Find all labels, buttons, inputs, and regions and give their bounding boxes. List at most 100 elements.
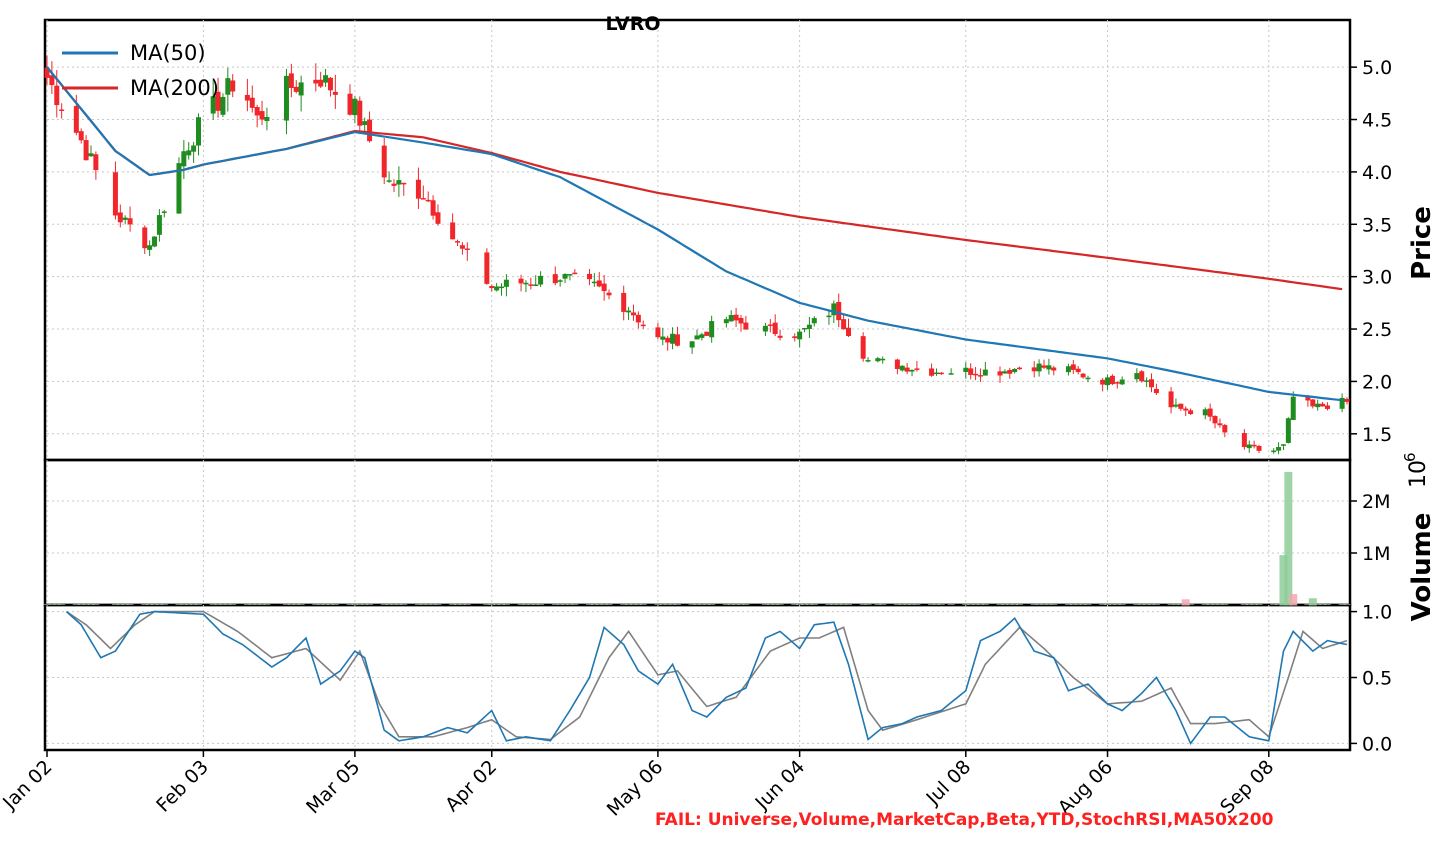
moving-average-lines (46, 66, 1343, 402)
candle-body (44, 67, 50, 78)
volume-panel-frame (43, 458, 1352, 607)
volume-bar (1138, 603, 1146, 605)
volume-bar (874, 603, 882, 605)
candle-body (230, 80, 236, 92)
volume-bar (556, 603, 564, 605)
candle-body (1324, 405, 1330, 409)
candle-body (181, 151, 187, 167)
candle-body (293, 86, 299, 92)
volume-bar (669, 603, 677, 605)
candle-body (1276, 447, 1282, 451)
volume-bar (346, 603, 354, 605)
volume-bar (185, 603, 193, 605)
candle-body (552, 274, 558, 284)
price-tick-label: 3.0 (1362, 267, 1392, 289)
candle-body (1012, 368, 1018, 372)
volume-bar (972, 603, 980, 605)
volume-bar (312, 603, 320, 605)
candle-body (323, 75, 329, 83)
candle-body (1119, 379, 1125, 385)
candle-body (929, 368, 935, 376)
volume-bar (1104, 603, 1112, 605)
candle-body (899, 365, 905, 371)
volume-bar (859, 603, 867, 605)
price-tick-label: 2.5 (1362, 319, 1392, 341)
volume-bar (600, 603, 608, 605)
candle-body (83, 140, 89, 161)
volume-bar (1308, 598, 1317, 606)
volume-bar (732, 603, 740, 605)
candle-body (112, 172, 118, 216)
volume-bar (126, 603, 134, 605)
volume-bar (810, 603, 818, 605)
candle-body (601, 283, 607, 292)
candle-body (220, 96, 226, 115)
volume-bar (937, 603, 945, 605)
volume-bar (395, 603, 403, 605)
candle-body (1002, 371, 1008, 374)
candle-body (1271, 450, 1277, 453)
volume-bar (458, 603, 466, 605)
volume-bar (229, 603, 237, 605)
volume-bar (1284, 471, 1293, 606)
volume-bar (908, 603, 916, 605)
candle-body (347, 93, 353, 115)
candle-body (1017, 367, 1023, 370)
volume-bar (976, 603, 984, 605)
candle-body (49, 75, 55, 86)
candle-body (1075, 368, 1081, 373)
volume-bar (605, 603, 613, 605)
candle-body (567, 274, 573, 276)
volume-bar (1201, 603, 1209, 605)
candle-body (332, 91, 338, 95)
volume-bar (1099, 603, 1107, 605)
candle-body (210, 96, 216, 114)
x-tick-label: Jun 04 (751, 756, 810, 815)
volume-bar (322, 603, 330, 605)
volume-bar (830, 603, 838, 605)
candle-body (450, 222, 456, 240)
candle-body (455, 241, 461, 243)
volume-bar (1084, 603, 1092, 605)
x-tick-label: Sep 08 (1216, 756, 1278, 818)
candle-body (1007, 370, 1013, 374)
candle-body (1153, 388, 1159, 394)
volume-bar (155, 603, 163, 605)
candle-body (1070, 364, 1076, 370)
volume-bar (160, 603, 168, 605)
volume-bar (629, 603, 637, 605)
volume-bar (92, 603, 100, 605)
candle-body (1251, 444, 1257, 447)
candle-body (938, 372, 944, 375)
candle-body (762, 325, 768, 332)
volume-bar (1206, 603, 1214, 605)
volume-bar (864, 603, 872, 605)
price-tick-label: 1.5 (1362, 424, 1392, 446)
volume-bar (835, 603, 843, 605)
price-tick-label: 2.0 (1362, 371, 1392, 393)
legend-ma50-label: MA(50) (130, 41, 206, 65)
volume-bar (1177, 603, 1185, 605)
volume-bar (297, 603, 305, 605)
volume-bar (190, 603, 198, 605)
candle-body (1134, 373, 1140, 380)
volume-bar (77, 603, 85, 605)
volume-bar (566, 603, 574, 605)
volume-bar (1040, 603, 1048, 605)
candle-body (318, 79, 324, 87)
candlestick-series (44, 55, 1350, 455)
candle-body (1100, 379, 1106, 385)
candle-body (792, 336, 798, 339)
volume-bar (317, 603, 325, 605)
candle-body (215, 91, 221, 111)
volume-bar (522, 603, 530, 605)
candle-body (635, 314, 641, 323)
volume-bar (1113, 603, 1121, 605)
candle-body (484, 252, 490, 284)
volume-bar (1167, 603, 1175, 605)
candle-body (738, 317, 744, 324)
price-tick-label: 4.0 (1362, 162, 1392, 184)
candle-body (88, 153, 94, 157)
volume-bar (1289, 594, 1298, 606)
candle-body (533, 284, 539, 286)
